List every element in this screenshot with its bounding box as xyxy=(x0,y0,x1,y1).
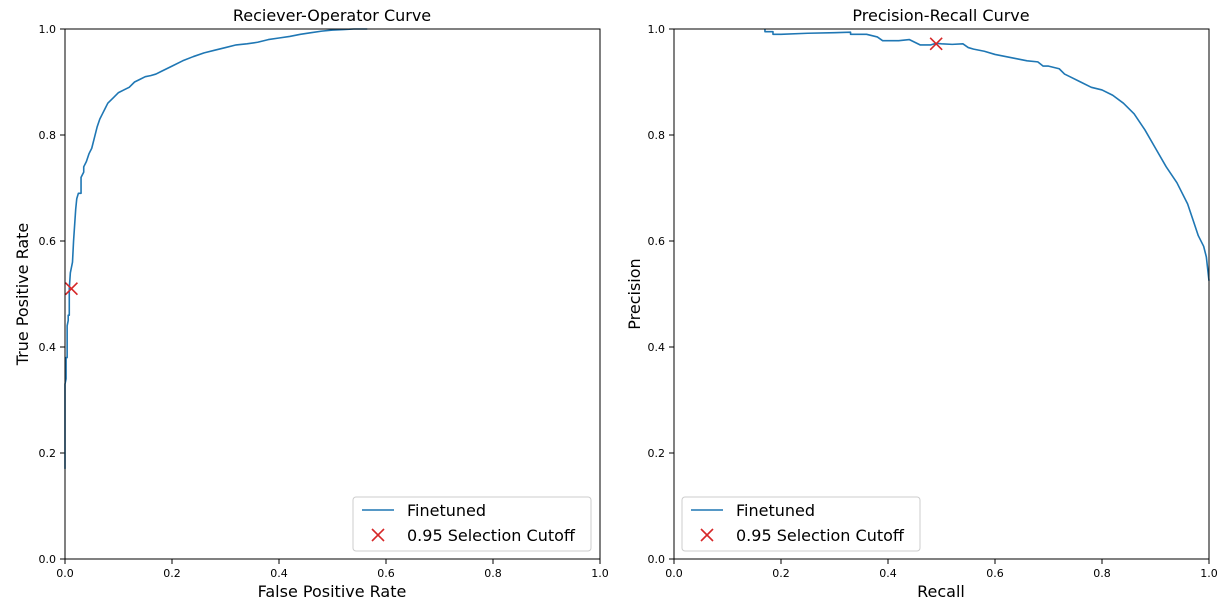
roc-x-tick-label: 0.4 xyxy=(270,567,288,580)
roc-x-tick-label: 0.0 xyxy=(56,567,74,580)
roc-y-tick-label: 0.8 xyxy=(39,129,57,142)
roc-x-tick-label: 1.0 xyxy=(591,567,609,580)
pr-legend-marker-swatch xyxy=(700,528,714,542)
roc-plot-frame xyxy=(64,28,601,560)
roc-legend-box xyxy=(352,496,592,552)
roc-y-ticks: 0.0 0.2 0.4 0.6 0.8 1.0 xyxy=(39,23,65,566)
pr-x-ticks: 0.0 0.2 0.4 0.6 0.8 1.0 xyxy=(665,559,1218,580)
pr-y-tick-label: 0.6 xyxy=(648,235,666,248)
pr-cutoff-marker xyxy=(929,37,943,51)
roc-legend-label-cutoff: 0.95 Selection Cutoff xyxy=(407,526,576,545)
pr-chart: Precision-Recall Curve Recall Precision … xyxy=(625,6,1218,601)
pr-plot-frame xyxy=(673,28,1210,560)
pr-y-tick-label: 0.0 xyxy=(648,553,666,566)
roc-y-tick-label: 0.2 xyxy=(39,447,57,460)
pr-y-axis-label: Precision xyxy=(625,258,644,329)
roc-y-axis-label: True Positive Rate xyxy=(13,223,32,367)
pr-x-tick-label: 0.0 xyxy=(665,567,683,580)
roc-legend-label-finetuned: Finetuned xyxy=(407,501,486,520)
roc-curve-finetuned xyxy=(64,28,368,469)
pr-legend-label-finetuned: Finetuned xyxy=(736,501,815,520)
roc-y-tick-label: 0.6 xyxy=(39,235,57,248)
roc-x-tick-label: 0.8 xyxy=(484,567,502,580)
pr-x-tick-label: 0.6 xyxy=(986,567,1004,580)
pr-y-tick-label: 0.8 xyxy=(648,129,666,142)
pr-y-tick-label: 1.0 xyxy=(648,23,666,36)
roc-legend-marker-swatch xyxy=(371,528,385,542)
roc-x-axis-label: False Positive Rate xyxy=(258,582,407,601)
roc-cutoff-marker-stroke xyxy=(64,282,78,296)
roc-y-tick-label: 0.0 xyxy=(39,553,57,566)
pr-legend-box xyxy=(681,496,921,552)
pr-x-tick-label: 0.8 xyxy=(1093,567,1111,580)
pr-curve-finetuned xyxy=(764,29,1210,281)
roc-y-tick-label: 0.4 xyxy=(39,341,57,354)
roc-title: Reciever-Operator Curve xyxy=(233,6,431,25)
pr-legend-marker-stroke xyxy=(700,528,714,542)
roc-y-tick-label: 1.0 xyxy=(39,23,57,36)
roc-x-tick-label: 0.6 xyxy=(377,567,395,580)
roc-legend-marker-stroke xyxy=(371,528,385,542)
pr-x-tick-label: 0.2 xyxy=(772,567,790,580)
pr-x-tick-label: 0.4 xyxy=(879,567,897,580)
pr-title: Precision-Recall Curve xyxy=(852,6,1029,25)
pr-x-axis-label: Recall xyxy=(917,582,965,601)
pr-x-tick-label: 1.0 xyxy=(1200,567,1218,580)
roc-legend: Finetuned 0.95 Selection Cutoff xyxy=(352,496,592,552)
pr-cutoff-marker-stroke xyxy=(929,37,943,51)
roc-x-ticks: 0.0 0.2 0.4 0.6 0.8 1.0 xyxy=(56,559,609,580)
roc-cutoff-marker xyxy=(64,282,78,296)
pr-y-tick-label: 0.2 xyxy=(648,447,666,460)
pr-legend-label-cutoff: 0.95 Selection Cutoff xyxy=(736,526,905,545)
roc-x-tick-label: 0.2 xyxy=(163,567,181,580)
pr-y-ticks: 0.0 0.2 0.4 0.6 0.8 1.0 xyxy=(648,23,674,566)
roc-chart: Reciever-Operator Curve False Positive R… xyxy=(13,6,609,601)
pr-y-tick-label: 0.4 xyxy=(648,341,666,354)
pr-legend: Finetuned 0.95 Selection Cutoff xyxy=(681,496,921,552)
